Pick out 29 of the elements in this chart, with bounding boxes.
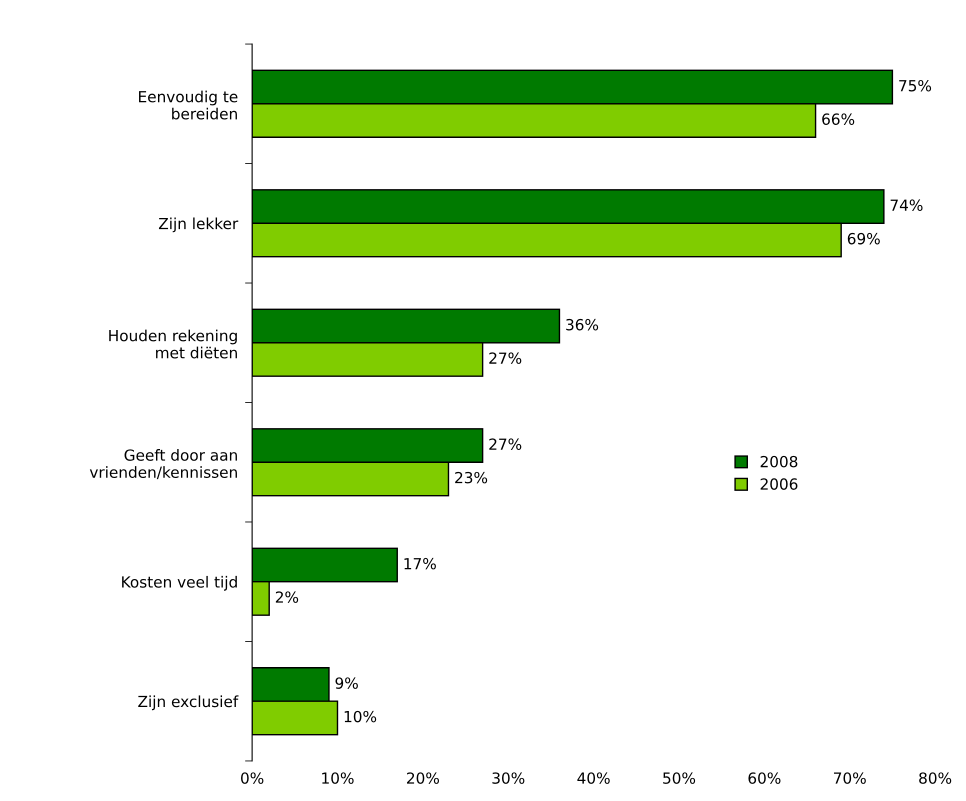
x-tick-label: 10% (322, 772, 354, 784)
y-tick-label: Houden rekening met diëten (109, 330, 237, 358)
data-label: 36% (566, 318, 598, 330)
legend-label: 2008 (760, 456, 798, 468)
data-label: 23% (455, 472, 488, 484)
y-tick-label: Kosten veel tijd (122, 576, 237, 591)
data-label: 69% (848, 232, 880, 244)
x-tick-label: 70% (834, 772, 866, 784)
data-label: 27% (489, 438, 522, 450)
x-tick-label: 40% (577, 772, 610, 784)
x-tick-label: 60% (748, 772, 780, 784)
data-label: 75% (899, 80, 932, 92)
data-label: 10% (344, 710, 376, 722)
data-label: 27% (489, 352, 522, 364)
data-label: 74% (890, 199, 923, 211)
x-tick-label: 50% (663, 772, 696, 784)
data-label: 2% (276, 591, 298, 603)
x-tick-label: 20% (407, 772, 439, 784)
y-tick-label: Zijn exclusief (138, 695, 239, 710)
data-label: 17% (404, 558, 436, 570)
x-tick-label: 80% (919, 772, 952, 784)
y-tick-label: Zijn lekker (158, 217, 238, 232)
data-label: 9% (335, 677, 358, 689)
legend-label: 2006 (760, 478, 798, 490)
x-tick-label: 30% (492, 772, 524, 784)
x-tick-label: 0% (241, 772, 264, 784)
data-label: 66% (822, 113, 854, 125)
y-tick-label: Geeft door aan vrienden/kennissen (90, 449, 237, 480)
y-tick-label: Eenvoudig te bereiden (139, 90, 238, 120)
